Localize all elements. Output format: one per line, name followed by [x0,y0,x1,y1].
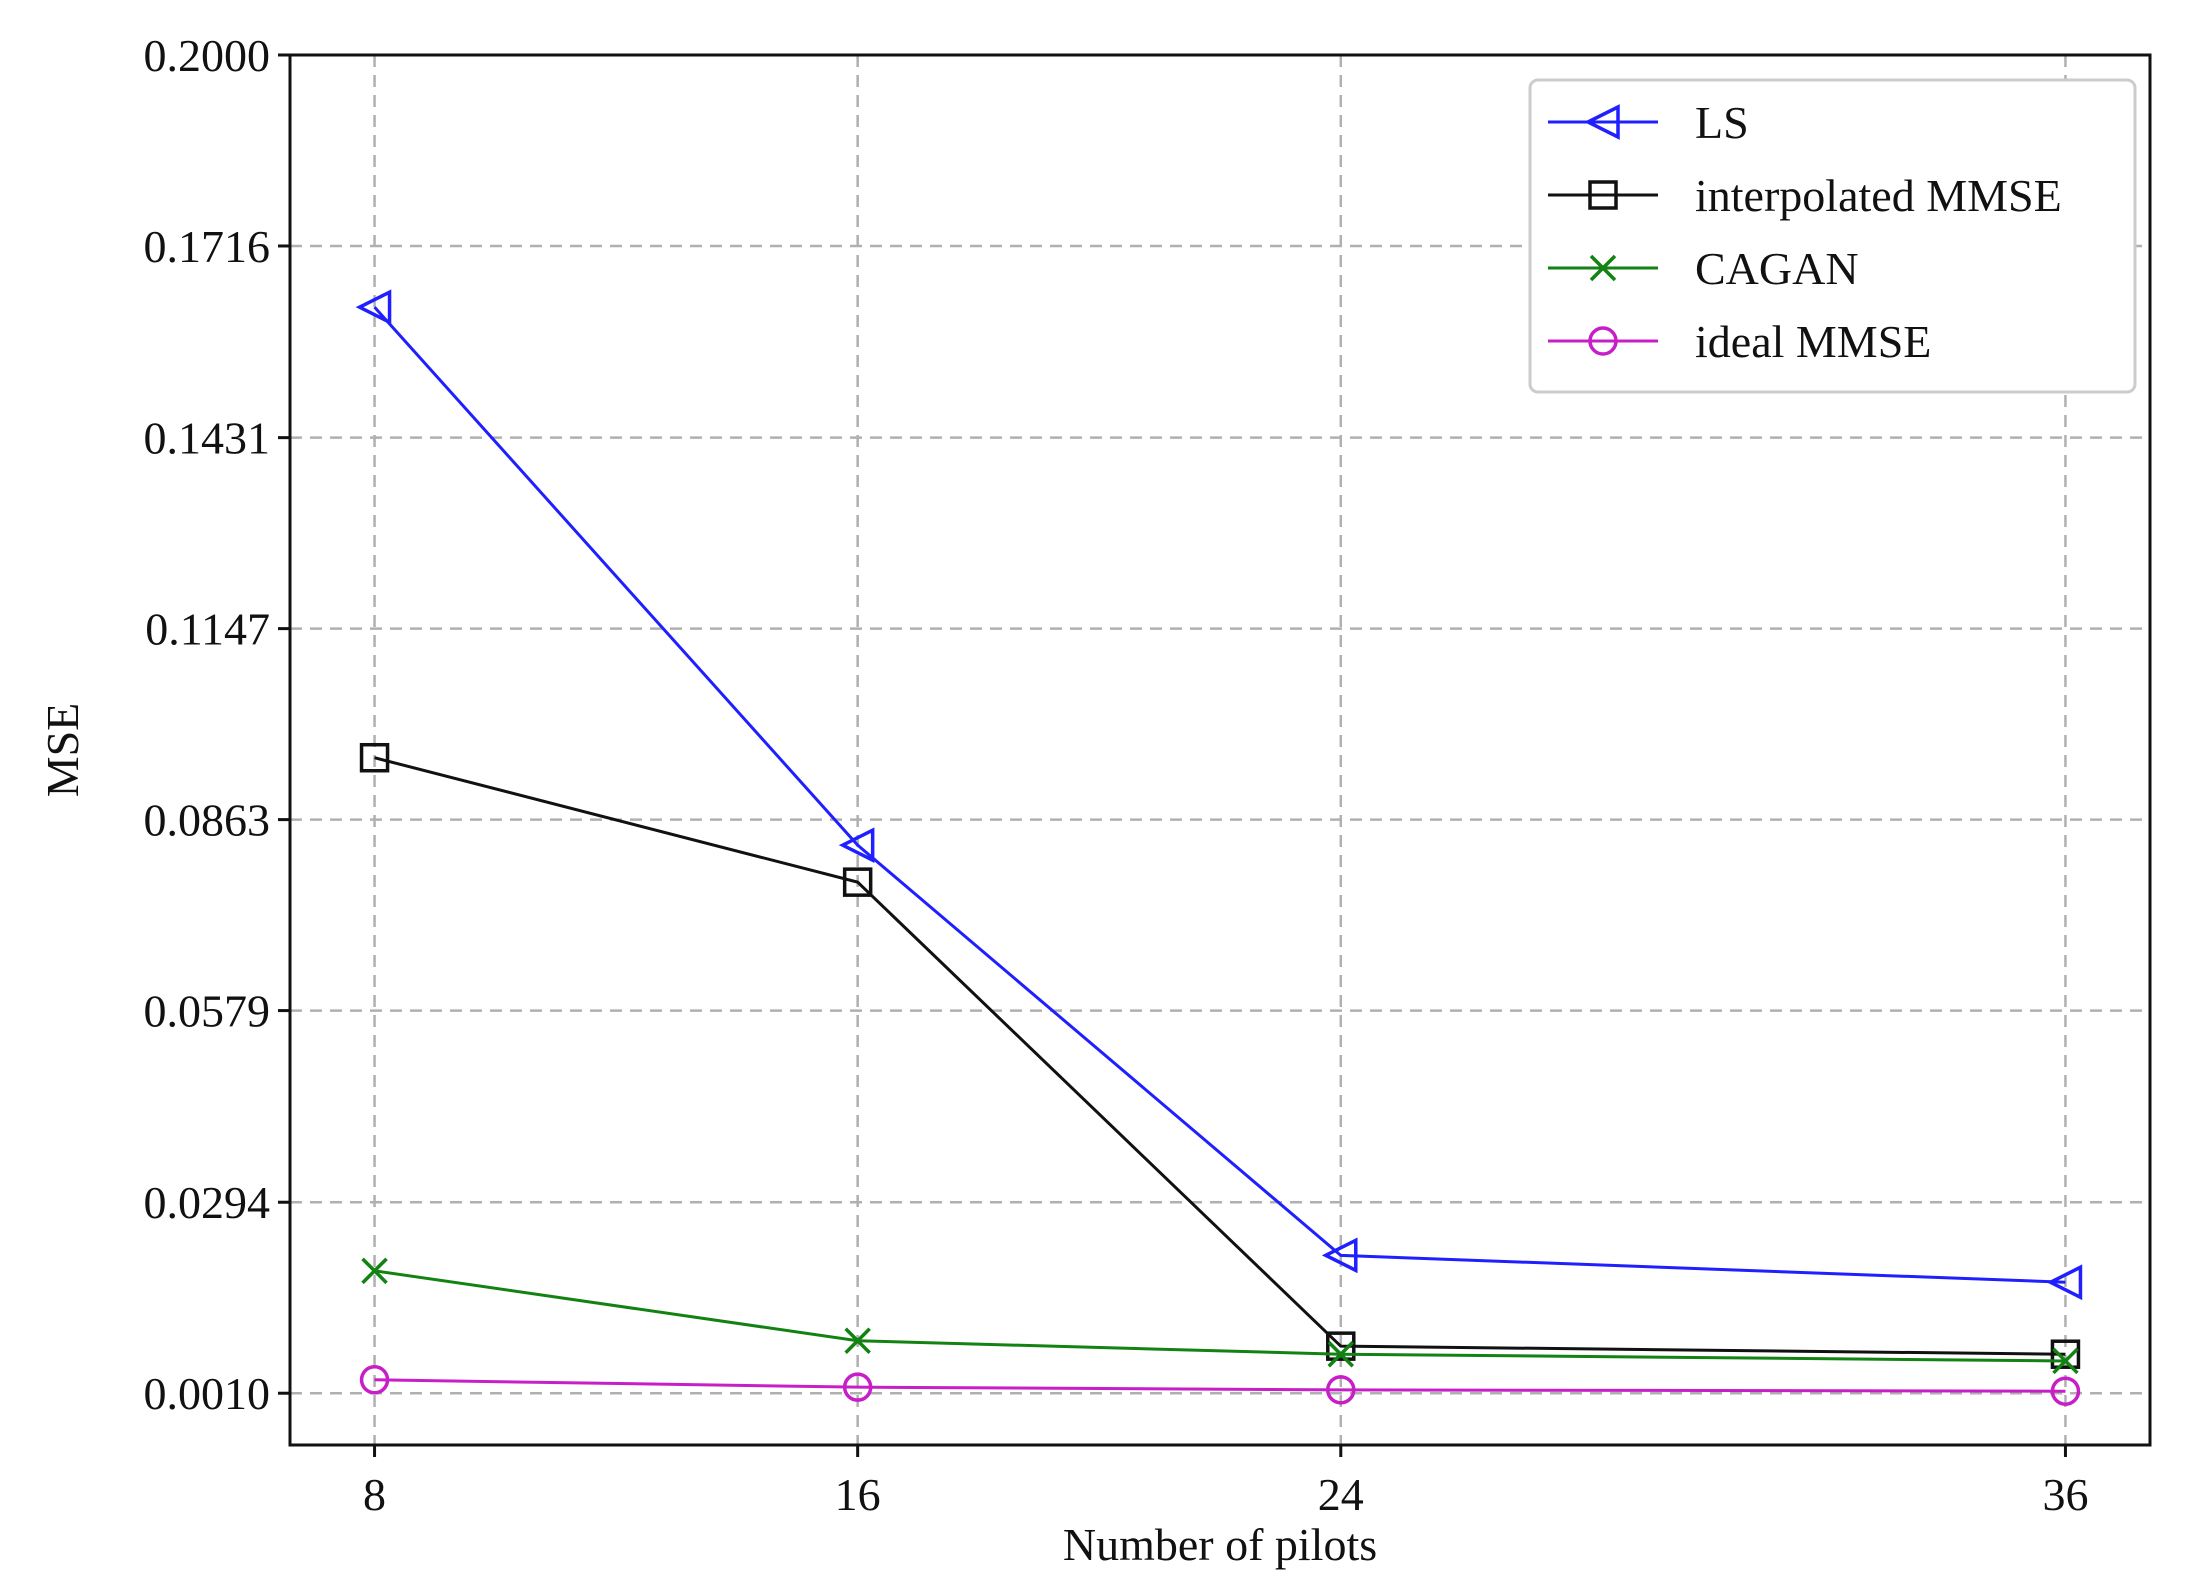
legend-label: interpolated MMSE [1695,170,2062,221]
circle-marker [1326,1375,1356,1405]
y-tick-label: 0.0579 [144,986,271,1037]
y-tick-label: 0.0863 [144,795,271,846]
x-marker [361,1257,388,1285]
triangle-marker [1584,104,1620,140]
x-marker-stroke [844,1327,871,1355]
y-tick-label: 0.0294 [144,1177,271,1228]
x-marker [844,1327,871,1355]
x-marker-stroke [361,1257,388,1285]
series-line-ls [373,306,2066,1284]
triangle-marker [355,289,392,326]
square-marker [359,742,390,773]
y-tick-label: 0.1716 [144,221,271,272]
x-tick-label: 24 [1318,1469,1364,1520]
x-marker-stroke [1589,254,1617,282]
square-marker [842,867,873,897]
circle-marker [1588,326,1618,356]
series-ls [355,289,2083,1301]
legend: LS interpolated MMSE CAGAN ideal MMSE [1528,78,2137,394]
circle-marker [359,1365,390,1395]
legend-box [1528,78,2137,394]
circle-marker [2050,1376,2081,1406]
series-line-cagan [374,1269,2066,1363]
y-tick-label: 0.0010 [144,1368,271,1419]
legend-label: LS [1695,97,1749,148]
x-marker-stroke [2052,1347,2079,1375]
triangle-marker [838,827,875,863]
series-line-interpolated-mmse [374,756,2066,1356]
y-tick-label: 0.2000 [144,30,271,81]
x-tick-label: 8 [363,1469,386,1520]
x-marker [2052,1347,2079,1375]
x-tick-label: 16 [835,1469,881,1520]
x-marker [1327,1340,1355,1368]
square-marker [2050,1339,2081,1369]
x-tick-labels: 8 16 24 36 [363,1469,2088,1520]
legend-entry: CAGAN [1548,243,1859,294]
x-marker-stroke [1327,1340,1355,1368]
x-marker [1589,254,1617,282]
series-cagan [361,1257,2079,1375]
square-marker [1588,180,1618,210]
triangle-marker [1321,1237,1358,1274]
legend-entry: interpolated MMSE [1548,170,2062,221]
y-tick-label: 0.1431 [144,413,271,464]
x-tick-label: 36 [2042,1469,2088,1520]
y-axis-label: MSE [37,703,88,798]
series-layer [355,289,2083,1406]
series-ideal-mmse [359,1365,2081,1406]
legend-entry: ideal MMSE [1548,316,1931,367]
y-tick-labels: 0.0010 0.0294 0.0579 0.0863 0.1147 0.1431 0.17… [144,30,271,1419]
ticks [278,53,2067,1457]
y-tick-label: 0.1147 [145,604,270,655]
triangle-marker [2046,1264,2083,1301]
series-interpolated-mmse [359,742,2081,1369]
legend-label: CAGAN [1695,243,1859,294]
x-axis-label: Number of pilots [1063,1519,1377,1570]
legend-entry: LS [1548,97,1749,148]
series-line-ideal-mmse [374,1378,2066,1393]
legend-label: ideal MMSE [1695,316,1931,367]
plot-frame [288,53,2152,1447]
square-marker [1326,1331,1356,1361]
circle-marker [842,1372,873,1402]
